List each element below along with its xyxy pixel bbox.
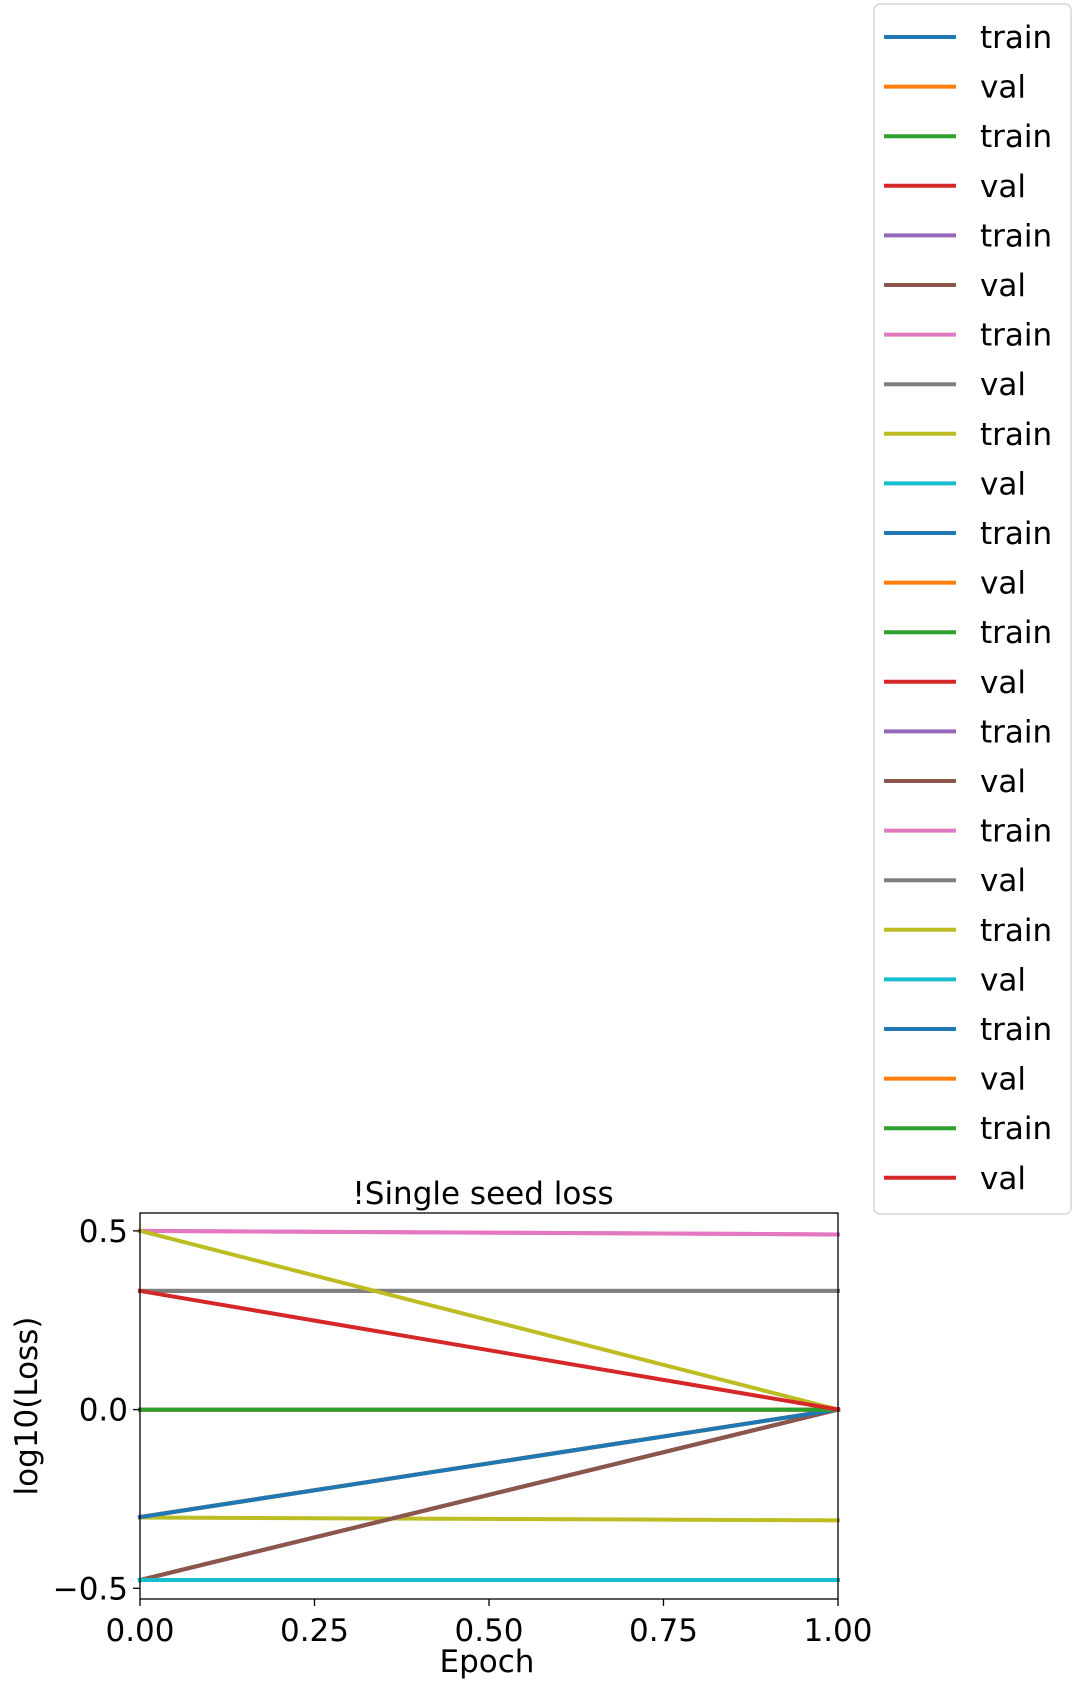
y-tick-label: 0.5 — [79, 1214, 128, 1250]
legend-item: val — [884, 863, 1026, 899]
legend-label: val — [980, 665, 1026, 701]
legend-item: val — [884, 1161, 1026, 1197]
legend-label: train — [980, 20, 1052, 56]
x-tick-label: 0.00 — [105, 1613, 174, 1649]
x-axis-ticks: 0.00 0.25 0.50 0.75 1.00 — [105, 1599, 873, 1649]
legend-item: val — [884, 764, 1026, 800]
series-line-21 — [137, 1407, 841, 1520]
legend-item: val — [884, 169, 1026, 205]
legend-item: train — [884, 417, 1052, 453]
legend-item: train — [884, 814, 1052, 850]
legend-label: train — [980, 1012, 1052, 1048]
legend-item: val — [884, 665, 1026, 701]
legend-item: train — [884, 1012, 1052, 1048]
legend-item: train — [884, 714, 1052, 750]
legend-label: train — [980, 318, 1052, 354]
legend-label: val — [980, 466, 1026, 502]
legend-label: train — [980, 119, 1052, 155]
legend-item: val — [884, 466, 1026, 502]
x-tick-label: 0.50 — [454, 1613, 523, 1649]
y-tick-label: 0.0 — [79, 1393, 128, 1429]
legend-item: val — [884, 962, 1026, 998]
plot-lines — [137, 1228, 841, 1583]
legend-label: val — [980, 1062, 1026, 1098]
series-line-16 — [137, 1407, 841, 1583]
legend-label: train — [980, 913, 1052, 949]
legend-label: val — [980, 863, 1026, 899]
legend-label: train — [980, 714, 1052, 750]
legend-item: train — [884, 318, 1052, 354]
legend-label: val — [980, 268, 1026, 304]
legend-item: train — [884, 119, 1052, 155]
legend-label: val — [980, 169, 1026, 205]
series-line-19 — [137, 1228, 841, 1413]
legend-item: train — [884, 913, 1052, 949]
legend-item: train — [884, 218, 1052, 254]
legend-label: val — [980, 367, 1026, 403]
legend-label: val — [980, 70, 1026, 106]
y-axis-ticks: −0.5 0.0 0.5 — [53, 1214, 140, 1607]
legend-label: train — [980, 218, 1052, 254]
series-line-24 — [137, 1288, 841, 1412]
legend-label: train — [980, 417, 1052, 453]
legend-item: val — [884, 367, 1026, 403]
legend-item: train — [884, 615, 1052, 651]
series-line-9 — [137, 1515, 841, 1523]
legend-label: train — [980, 516, 1052, 552]
legend-item: train — [884, 1111, 1052, 1147]
legend: train val train val train val train val train val… — [873, 3, 1072, 1215]
legend-label: val — [980, 566, 1026, 602]
legend-label: val — [980, 764, 1026, 800]
legend-item: val — [884, 268, 1026, 304]
legend-item: train — [884, 516, 1052, 552]
legend-item: val — [884, 70, 1026, 106]
legend-box — [873, 3, 1072, 1215]
legend-items: train val train val train val train val train val… — [884, 20, 1052, 1197]
legend-item: val — [884, 1062, 1026, 1098]
legend-label: train — [980, 814, 1052, 850]
chart-title: !Single seed loss — [352, 1176, 613, 1212]
legend-label: val — [980, 962, 1026, 998]
y-tick-label: −0.5 — [53, 1571, 128, 1607]
series-line-17 — [137, 1228, 841, 1237]
x-tick-label: 0.75 — [629, 1613, 698, 1649]
legend-label: val — [980, 1161, 1026, 1197]
y-axis-label: log10(Loss) — [9, 1317, 45, 1496]
legend-label: train — [980, 615, 1052, 651]
legend-item: val — [884, 566, 1026, 602]
legend-item: train — [884, 20, 1052, 56]
x-tick-label: 1.00 — [803, 1613, 872, 1649]
legend-label: train — [980, 1111, 1052, 1147]
x-tick-label: 0.25 — [280, 1613, 349, 1649]
x-axis-label: Epoch — [440, 1644, 535, 1680]
